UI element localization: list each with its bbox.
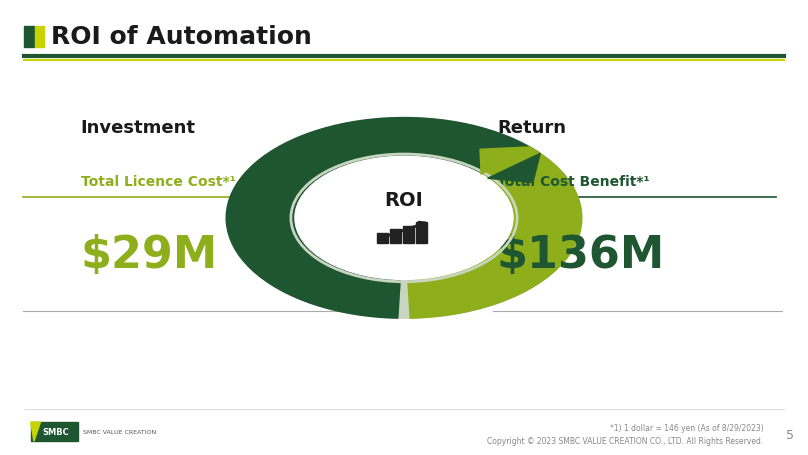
Text: $29M: $29M [81,233,218,276]
Bar [377,233,388,243]
Bar [31,422,78,441]
Bar [24,27,34,48]
Circle shape [295,157,513,280]
Bar [416,222,427,243]
Text: Total Licence Cost*¹: Total Licence Cost*¹ [81,175,236,189]
Text: Investment: Investment [81,118,196,136]
Text: SMBC VALUE CREATION: SMBC VALUE CREATION [83,430,157,434]
Wedge shape [226,118,582,318]
Text: Copyright © 2023 SMBC VALUE CREATION CO., LTD. All Rights Reserved.: Copyright © 2023 SMBC VALUE CREATION CO.… [487,436,764,445]
Bar [35,27,44,48]
Text: $136M: $136M [497,233,665,276]
Polygon shape [31,422,40,441]
Polygon shape [487,154,541,183]
Text: ROI: ROI [385,191,423,210]
Text: SMBC: SMBC [43,427,69,436]
Text: 5: 5 [786,428,794,440]
Polygon shape [480,147,530,175]
Bar [403,226,414,243]
Wedge shape [226,118,541,318]
Text: Return: Return [497,118,566,136]
Text: ROI of Automation: ROI of Automation [51,25,312,49]
Text: Total Cost Benefit*¹: Total Cost Benefit*¹ [497,175,650,189]
Text: *1) 1 dollar = 146 yen (As of 8/29/2023): *1) 1 dollar = 146 yen (As of 8/29/2023) [610,423,764,432]
Bar [390,230,401,243]
Wedge shape [408,147,582,318]
